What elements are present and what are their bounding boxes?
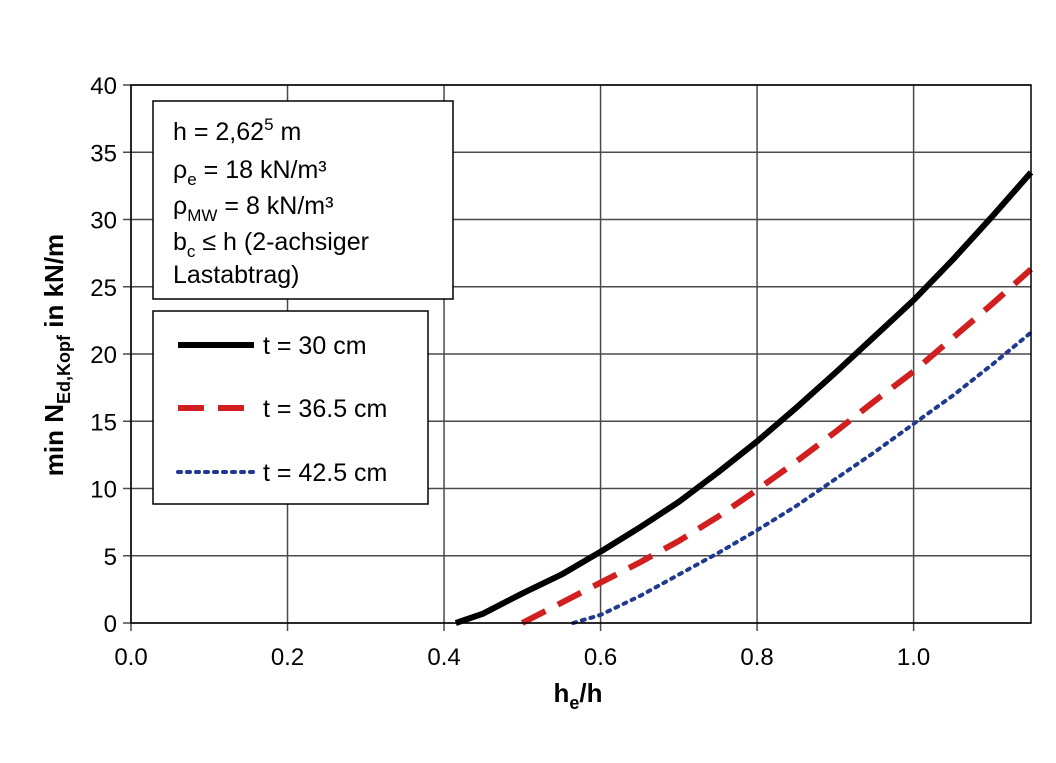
x-axis-label-main: h <box>553 678 569 708</box>
legend-label-t425: t = 42.5 cm <box>263 459 387 487</box>
info-box-frame <box>152 100 454 300</box>
info-line-4: bc ≤ h (2-achsiger <box>173 228 369 261</box>
x-tick-label: 0.6 <box>584 644 617 671</box>
series-line-1 <box>520 267 1033 626</box>
y-tick-label: 40 <box>90 73 117 100</box>
tick-labels: 0 5 10 15 20 25 30 35 40 0.0 0.2 0.4 0.6 0.8 1.0 <box>90 73 930 671</box>
series-line-2 <box>571 330 1033 625</box>
info-line-5: Lastabtrag) <box>173 261 299 289</box>
x-tick-label: 1.0 <box>897 644 930 671</box>
x-axis-label-rest: /h <box>579 678 602 708</box>
y-tick-label: 35 <box>90 140 117 167</box>
x-axis-label: he/h <box>553 678 602 713</box>
series-layer <box>454 170 1034 626</box>
y-tick-label: 10 <box>90 477 117 504</box>
x-tick-label: 0.4 <box>427 644 460 671</box>
x-tick-label: 0.2 <box>271 644 304 671</box>
y-axis-label: min NEd,Kopf in kN/m <box>39 234 74 476</box>
y-axis-label-sub: Ed,Kopf <box>54 334 74 404</box>
y-tick-label: 5 <box>104 544 117 571</box>
y-tick-label: 15 <box>90 409 117 436</box>
y-axis-label-main: min N <box>39 404 69 476</box>
y-axis-label-rest: in kN/m <box>39 234 69 335</box>
y-tick-label: 0 <box>104 611 117 638</box>
info-line-3: ρMW = 8 kN/m³ <box>173 192 333 225</box>
info-line-2: ρe = 18 kN/m³ <box>173 156 327 189</box>
plot-frame <box>130 84 1032 624</box>
legend-label-t365: t = 36.5 cm <box>263 395 387 423</box>
info-line-1: h = 2,625 m <box>173 115 301 146</box>
series-line-0 <box>454 170 1034 626</box>
info-box: h = 2,625 m ρe = 18 kN/m³ ρMW = 8 kN/m³ … <box>152 100 454 300</box>
legend-label-t30: t = 30 cm <box>263 332 367 360</box>
y-tick-label: 20 <box>90 342 117 369</box>
x-axis-label-sub: e <box>569 693 579 713</box>
x-tick-label: 0.0 <box>114 644 147 671</box>
x-tick-label: 0.8 <box>740 644 773 671</box>
y-tick-label: 25 <box>90 275 117 302</box>
legend: t = 30 cm t = 36.5 cm t = 42.5 cm <box>152 310 429 505</box>
y-tick-label: 30 <box>90 208 117 235</box>
